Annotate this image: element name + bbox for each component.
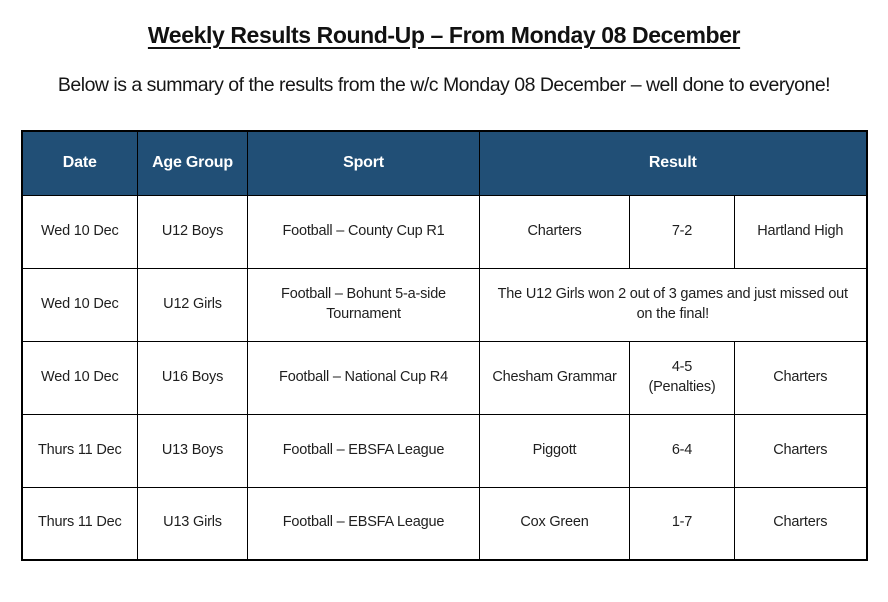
result-home-cell: Charters xyxy=(479,194,630,269)
sport-cell: Football – County Cup R1 xyxy=(247,194,480,269)
table-row: Thurs 11 Dec U13 Boys Football – EBSFA L… xyxy=(21,413,867,488)
date-cell: Thurs 11 Dec xyxy=(21,486,138,561)
result-away-cell: Charters xyxy=(734,340,867,415)
result-score-cell: 6-4 xyxy=(629,413,735,488)
date-cell: Thurs 11 Dec xyxy=(21,413,138,488)
column-header-date: Date xyxy=(21,130,138,196)
age-group-cell: U12 Girls xyxy=(137,267,248,342)
result-away-cell: Charters xyxy=(734,486,867,561)
result-home-cell: Chesham Grammar xyxy=(479,340,630,415)
header-row: Date Age Group Sport Result xyxy=(21,130,867,196)
sport-cell: Football – EBSFA League xyxy=(247,486,480,561)
sport-cell: Football – National Cup R4 xyxy=(247,340,480,415)
age-group-cell: U13 Girls xyxy=(137,486,248,561)
table-row: Wed 10 Dec U16 Boys Football – National … xyxy=(21,340,867,415)
result-home-cell: Piggott xyxy=(479,413,630,488)
result-score-cell: 4-5 (Penalties) xyxy=(629,340,735,415)
age-group-cell: U12 Boys xyxy=(137,194,248,269)
result-home-cell: Cox Green xyxy=(479,486,630,561)
result-score-cell: 1-7 xyxy=(629,486,735,561)
results-table: Date Age Group Sport Result Wed 10 Dec U… xyxy=(20,130,868,561)
table-row: Wed 10 Dec U12 Boys Football – County Cu… xyxy=(21,194,867,269)
date-cell: Wed 10 Dec xyxy=(21,194,138,269)
sport-cell: Football – Bohunt 5-a-side Tournament xyxy=(247,267,480,342)
column-header-result: Result xyxy=(479,130,867,196)
column-header-age-group: Age Group xyxy=(137,130,248,196)
date-cell: Wed 10 Dec xyxy=(21,267,138,342)
result-away-cell: Hartland High xyxy=(734,194,867,269)
result-summary-cell: The U12 Girls won 2 out of 3 games and j… xyxy=(479,267,867,342)
result-score-cell: 7-2 xyxy=(629,194,735,269)
table-row: Wed 10 Dec U12 Girls Football – Bohunt 5… xyxy=(21,267,867,342)
result-away-cell: Charters xyxy=(734,413,867,488)
age-group-cell: U13 Boys xyxy=(137,413,248,488)
page-title: Weekly Results Round-Up – From Monday 08… xyxy=(147,22,741,48)
sport-cell: Football – EBSFA League xyxy=(247,413,480,488)
date-cell: Wed 10 Dec xyxy=(21,340,138,415)
page-subtitle: Below is a summary of the results from t… xyxy=(57,74,831,96)
table-row: Thurs 11 Dec U13 Girls Football – EBSFA … xyxy=(21,486,867,561)
age-group-cell: U16 Boys xyxy=(137,340,248,415)
column-header-sport: Sport xyxy=(247,130,480,196)
